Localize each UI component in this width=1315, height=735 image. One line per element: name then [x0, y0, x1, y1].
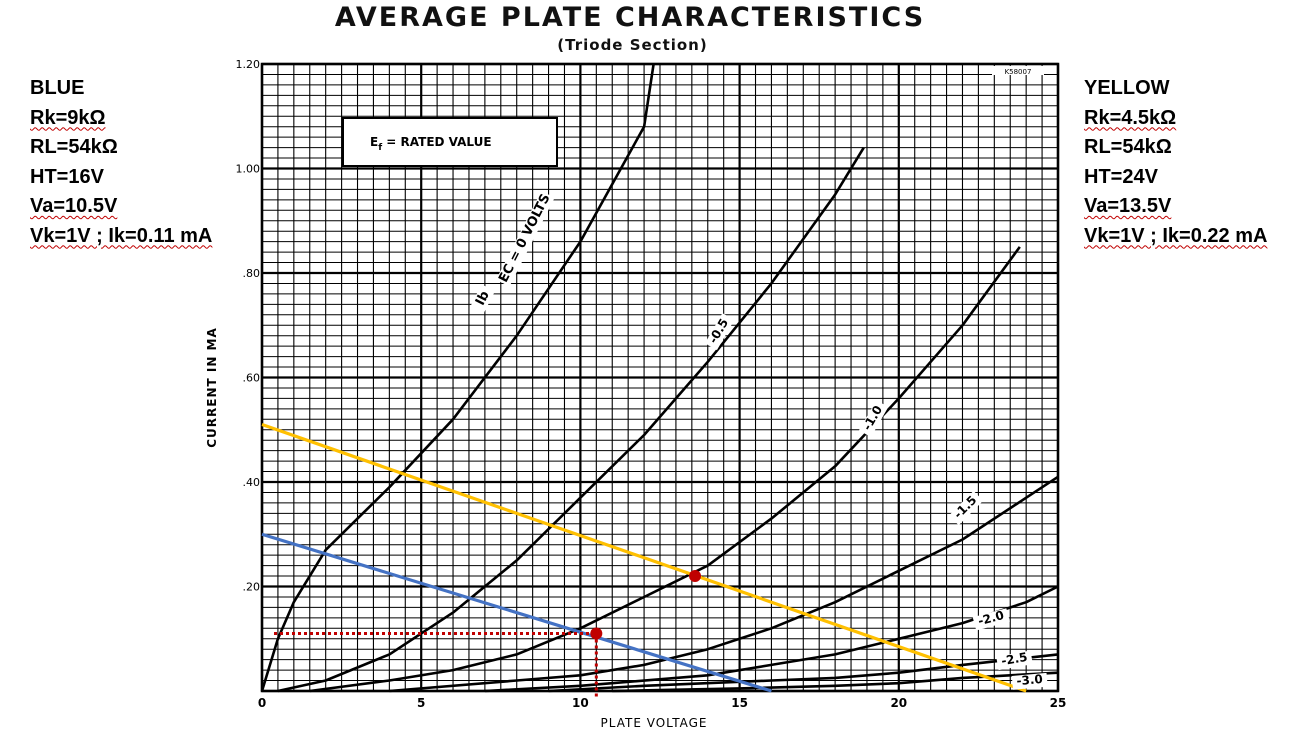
chart-subtitle: (Triode Section)	[557, 36, 708, 54]
blue-annotation: BLUE Rk=9kΩ RL=54kΩ HT=16V Va=10.5V Vk=1…	[30, 74, 212, 251]
blue-rl: RL=54kΩ	[30, 136, 118, 158]
y-tick-label: 1.20	[236, 58, 261, 71]
x-tick-label: 10	[572, 696, 589, 710]
ib-label-bg	[470, 284, 496, 313]
grid	[260, 62, 1060, 693]
x-tick-label: 0	[258, 696, 266, 710]
yellow-heading: YELLOW	[1084, 77, 1170, 99]
curve-label-bg	[996, 650, 1033, 671]
ib-label: Ib	[473, 289, 493, 308]
curve-label: -2.0	[976, 608, 1005, 628]
curve-label: -3.0	[1016, 672, 1043, 688]
curve-label-group-2: -1.0	[858, 400, 889, 438]
curve-label-group-4: -2.0	[972, 608, 1010, 631]
ib-label-group: Ib	[470, 284, 496, 313]
operating-point-0	[590, 627, 603, 640]
characteristic-curves	[260, 63, 1059, 693]
curve-0	[260, 63, 655, 692]
curve-label-bg	[1011, 672, 1048, 690]
y-tick-label: 1.00	[236, 163, 261, 176]
y-tick-label: .40	[243, 476, 261, 489]
corner-code: K58007	[1005, 68, 1032, 76]
curve-label-bg	[972, 608, 1010, 631]
operating-point-1	[689, 570, 702, 583]
rated-value-rest: = RATED VALUE	[382, 135, 491, 149]
y-tick-label: .60	[243, 372, 261, 385]
x-tick-label: 25	[1050, 696, 1067, 710]
yellow-vk-ik: Vk=1V ; Ik=0.22 mA	[1084, 224, 1268, 247]
yellow-ht: HT=24V	[1084, 165, 1158, 188]
yellow-load-line	[261, 423, 1027, 693]
curve-label-bg	[496, 190, 555, 287]
rated-value-box	[342, 117, 558, 167]
yellow-rl: RL=54kΩ	[1084, 136, 1172, 158]
blue-rk: Rk=9kΩ	[30, 106, 106, 129]
curve-5	[548, 653, 1059, 693]
curve-label-group-6: -3.0	[1011, 672, 1048, 690]
blue-vk-ik: Vk=1V ; Ik=0.11 mA	[30, 224, 213, 247]
rated-value-sub: f	[378, 143, 382, 153]
curve-2	[309, 246, 1021, 693]
yellow-rk: Rk=4.5kΩ	[1084, 106, 1177, 129]
blue-va: Va=10.5V	[30, 195, 118, 217]
corner-code-bg	[992, 66, 1044, 75]
curve-label: -2.5	[1000, 650, 1028, 668]
x-axis-label: PLATE VOLTAGE	[601, 716, 708, 730]
curve-label-bg	[858, 400, 889, 438]
curve-3	[389, 475, 1059, 693]
curve-label-group-5: -2.5	[996, 650, 1033, 671]
rated-value-label: Ef = RATED VALUE	[370, 135, 492, 153]
curve-label-group-1: -0.5	[704, 313, 735, 351]
blue-heading: BLUE	[30, 77, 85, 99]
curve-6	[612, 671, 1059, 693]
x-tick-label: 5	[417, 696, 425, 710]
yellow-annotation: YELLOW Rk=4.5kΩ RL=54kΩ HT=24V Va=13.5V …	[1084, 74, 1267, 251]
yellow-va: Va=13.5V	[1084, 195, 1172, 217]
blue-ht: HT=16V	[30, 165, 104, 188]
curve-label-bg	[704, 313, 735, 351]
x-tick-label: 20	[890, 696, 907, 710]
x-tick-label: 15	[731, 696, 748, 710]
curve-label-bg	[948, 490, 984, 526]
chart-title: AVERAGE PLATE CHARACTERISTICS	[334, 2, 926, 33]
curve-label: EC = 0 VOLTS	[496, 192, 553, 285]
blue-load-line	[261, 532, 772, 693]
curve-1	[277, 146, 865, 693]
y-tick-label: .20	[243, 581, 261, 594]
rated-value-e: E	[370, 135, 378, 149]
y-axis-label: CURRENT IN MA	[205, 327, 219, 448]
y-tick-label: .80	[243, 267, 261, 280]
